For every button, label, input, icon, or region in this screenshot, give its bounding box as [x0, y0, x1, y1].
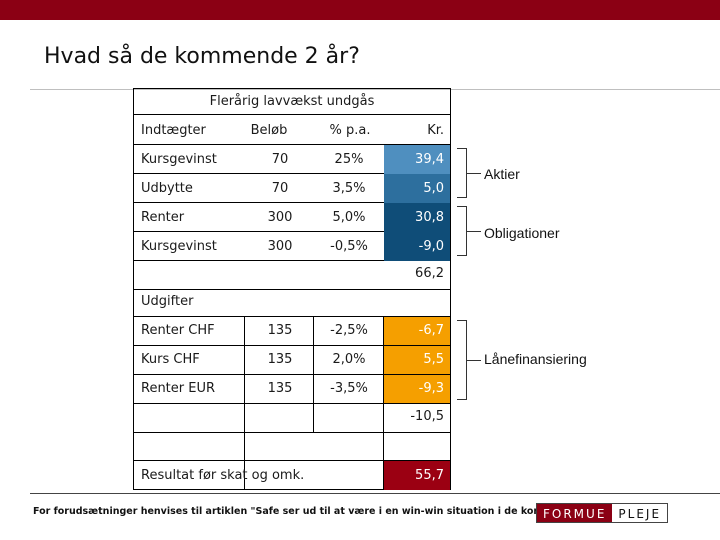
income-pct: 25% — [334, 152, 364, 167]
income-amount: 300 — [267, 210, 293, 225]
footnote: For forudsætninger henvises til artiklen… — [33, 506, 603, 517]
sheet-title: Flerårig lavvækst undgås — [134, 89, 450, 115]
laan-bracket — [457, 320, 467, 400]
expense-pct: -3,5% — [330, 381, 368, 396]
income-kr: 30,8 — [384, 203, 450, 232]
result-value: 55,7 — [384, 461, 450, 490]
grid-line — [133, 432, 451, 433]
income-label: Udbytte — [141, 181, 193, 196]
income-label: Kursgevinst — [141, 239, 217, 254]
header-kr: Kr. — [427, 123, 444, 138]
income-total: 66,2 — [415, 266, 444, 281]
logo-part-1: FORMUE — [537, 504, 613, 522]
income-amount: 70 — [271, 181, 289, 196]
income-label: Renter — [141, 210, 185, 225]
expense-label: Renter CHF — [141, 323, 215, 338]
top-brand-bar — [0, 0, 720, 20]
expense-kr: -6,7 — [384, 317, 450, 345]
income-amount: 70 — [271, 152, 289, 167]
formuepleje-logo: FORMUE PLEJE — [536, 503, 669, 523]
laanefinansiering-label: Lånefinansiering — [484, 351, 587, 367]
aktier-bracket-tip — [467, 173, 481, 174]
expense-kr: 5,5 — [384, 346, 450, 374]
obligationer-bracket-tip — [467, 231, 481, 232]
income-pct: 5,0% — [332, 210, 366, 225]
laan-bracket-tip — [467, 360, 481, 361]
grid-line — [133, 260, 451, 261]
grid-line — [133, 460, 451, 461]
expense-label: Kurs CHF — [141, 352, 200, 367]
expense-pct: 2,0% — [332, 352, 366, 367]
grid-line — [133, 202, 451, 203]
expenses-header: Udgifter — [141, 294, 194, 309]
grid-line — [383, 316, 384, 490]
grid-line — [133, 316, 451, 317]
income-label: Kursgevinst — [141, 152, 217, 167]
expense-kr: -9,3 — [384, 375, 450, 403]
grid-line — [133, 173, 451, 174]
grid-line — [244, 316, 245, 490]
expense-amount: 135 — [267, 352, 293, 367]
grid-line — [133, 289, 451, 290]
header-label: Indtægter — [141, 123, 206, 138]
logo-part-2: PLEJE — [612, 504, 668, 522]
aktier-label: Aktier — [484, 166, 520, 182]
expense-amount: 135 — [267, 323, 293, 338]
header-pct: % p.a. — [329, 123, 371, 138]
income-amount: 300 — [267, 239, 293, 254]
income-kr: 5,0 — [384, 174, 450, 203]
expense-total: -10,5 — [410, 409, 444, 424]
grid-line — [133, 345, 451, 346]
income-pct: -0,5% — [330, 239, 368, 254]
expense-label: Renter EUR — [141, 381, 216, 396]
expense-pct: -2,5% — [330, 323, 368, 338]
aktier-bracket — [457, 148, 467, 198]
footer-divider — [30, 493, 720, 494]
income-kr: -9,0 — [384, 232, 450, 261]
grid-line — [133, 144, 451, 145]
grid-line — [133, 374, 451, 375]
grid-line — [313, 316, 314, 432]
title-divider — [30, 89, 720, 90]
grid-line — [133, 403, 451, 404]
header-amount: Beløb — [250, 123, 288, 138]
slide-title: Hvad så de kommende 2 år? — [44, 44, 360, 69]
obligationer-label: Obligationer — [484, 225, 560, 241]
expense-amount: 135 — [267, 381, 293, 396]
grid-line — [133, 231, 451, 232]
obligationer-bracket — [457, 206, 467, 256]
result-label: Resultat før skat og omk. — [141, 468, 305, 483]
income-kr: 39,4 — [384, 145, 450, 174]
income-pct: 3,5% — [332, 181, 366, 196]
